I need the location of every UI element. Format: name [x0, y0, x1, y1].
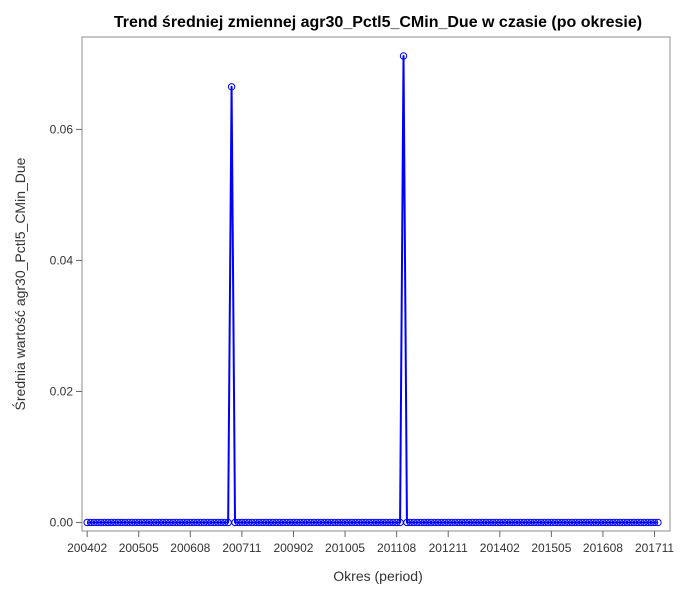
data-point [399, 52, 408, 60]
y-axis: 0.00 0.02 0.04 0.06 [50, 122, 82, 529]
x-axis: 200402 200505 200608 200711 200902 201005 2011… [67, 531, 674, 555]
x-tick-label: 200902 [273, 541, 313, 555]
x-tick-label: 200608 [170, 541, 210, 555]
y-tick-label: 0.00 [50, 515, 74, 529]
x-tick-label: 200505 [119, 541, 159, 555]
x-tick-label: 200402 [67, 541, 107, 555]
x-tick-label: 201402 [480, 541, 520, 555]
y-tick-label: 0.04 [50, 253, 74, 267]
data-point [227, 83, 236, 91]
x-tick-label: 201608 [583, 541, 623, 555]
chart-title: Trend średniej zmiennej agr30_Pctl5_CMin… [114, 14, 642, 31]
x-tick-label: 201108 [377, 541, 416, 555]
x-tick-label: 201005 [325, 541, 365, 555]
x-tick-label: 201505 [531, 541, 571, 555]
plot-frame [81, 36, 671, 532]
series-layer [83, 52, 662, 527]
x-tick-label: 200711 [222, 541, 261, 555]
y-tick-label: 0.02 [50, 384, 74, 398]
x-axis-label: Okres (period) [333, 568, 422, 584]
data-point [221, 518, 229, 527]
x-tick-label: 201711 [635, 541, 674, 555]
y-axis-label: Średnia wartość agr30_Pctl5_CMin_Due [11, 157, 28, 410]
x-tick-label: 201211 [429, 541, 468, 555]
y-tick-label: 0.06 [50, 122, 74, 136]
data-point [392, 518, 401, 527]
data-point [650, 518, 659, 527]
data-point [654, 518, 662, 527]
